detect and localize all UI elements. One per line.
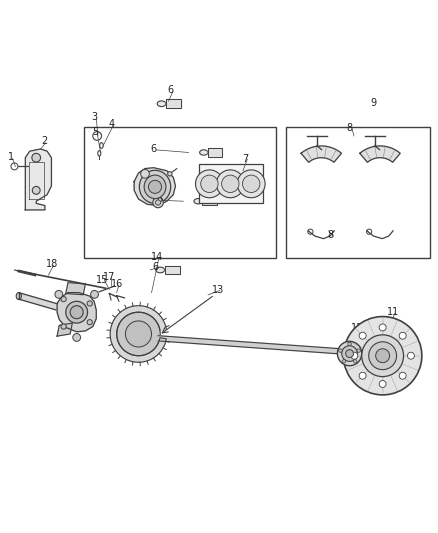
Circle shape xyxy=(353,360,357,363)
Circle shape xyxy=(61,296,66,302)
Circle shape xyxy=(359,372,366,379)
Circle shape xyxy=(32,154,41,162)
Text: 13: 13 xyxy=(212,285,224,295)
Text: 9: 9 xyxy=(371,98,377,108)
Polygon shape xyxy=(66,282,85,295)
Text: 15: 15 xyxy=(96,274,109,285)
Polygon shape xyxy=(360,146,400,163)
Ellipse shape xyxy=(144,175,166,199)
Circle shape xyxy=(153,197,163,208)
Circle shape xyxy=(66,301,88,323)
Circle shape xyxy=(222,175,239,192)
Circle shape xyxy=(91,290,99,298)
Circle shape xyxy=(359,332,366,339)
Ellipse shape xyxy=(200,150,208,155)
Ellipse shape xyxy=(16,293,21,300)
Circle shape xyxy=(362,335,403,377)
Circle shape xyxy=(369,342,396,370)
Circle shape xyxy=(125,321,152,347)
Text: 5: 5 xyxy=(92,127,98,138)
Circle shape xyxy=(237,170,265,198)
Circle shape xyxy=(55,290,63,298)
Circle shape xyxy=(379,381,386,387)
Circle shape xyxy=(351,352,358,359)
Text: 16: 16 xyxy=(111,279,123,289)
Circle shape xyxy=(148,180,162,193)
Ellipse shape xyxy=(157,101,166,107)
Text: 6: 6 xyxy=(156,194,162,204)
Circle shape xyxy=(337,341,362,366)
Circle shape xyxy=(87,320,92,325)
Text: 3: 3 xyxy=(91,112,97,122)
Polygon shape xyxy=(19,293,86,319)
Circle shape xyxy=(87,301,92,306)
Polygon shape xyxy=(57,323,72,336)
Polygon shape xyxy=(165,265,180,274)
Polygon shape xyxy=(301,146,342,163)
Ellipse shape xyxy=(156,267,165,273)
Polygon shape xyxy=(110,306,166,362)
Text: 11: 11 xyxy=(387,307,399,317)
Circle shape xyxy=(407,352,414,359)
Circle shape xyxy=(168,172,172,176)
Text: 1: 1 xyxy=(8,152,14,162)
Circle shape xyxy=(339,349,342,352)
Polygon shape xyxy=(57,293,96,332)
Text: 2: 2 xyxy=(41,136,47,146)
Circle shape xyxy=(32,187,40,194)
Text: 10: 10 xyxy=(401,371,413,381)
Circle shape xyxy=(73,334,81,341)
Text: 8: 8 xyxy=(346,123,353,133)
Circle shape xyxy=(342,360,346,363)
Polygon shape xyxy=(208,148,223,157)
Text: 17: 17 xyxy=(103,272,116,282)
Circle shape xyxy=(399,372,406,379)
Bar xyxy=(286,127,430,258)
Circle shape xyxy=(376,349,390,362)
Circle shape xyxy=(342,346,357,361)
Polygon shape xyxy=(158,336,341,354)
Polygon shape xyxy=(134,168,176,206)
Polygon shape xyxy=(202,197,217,205)
Circle shape xyxy=(357,349,360,352)
Circle shape xyxy=(343,317,422,395)
Text: 6: 6 xyxy=(167,85,173,95)
Text: 14: 14 xyxy=(151,252,163,262)
Circle shape xyxy=(399,332,406,339)
Circle shape xyxy=(243,175,260,192)
Circle shape xyxy=(379,324,386,331)
Circle shape xyxy=(155,200,161,205)
Ellipse shape xyxy=(139,171,171,204)
Circle shape xyxy=(195,170,223,198)
Circle shape xyxy=(201,175,218,192)
Text: 6: 6 xyxy=(151,144,157,154)
Text: 7: 7 xyxy=(242,154,248,164)
Bar xyxy=(84,127,276,258)
Circle shape xyxy=(61,324,66,329)
Text: 8: 8 xyxy=(327,230,333,240)
Text: 4: 4 xyxy=(109,119,115,129)
Circle shape xyxy=(348,342,351,346)
Text: 6: 6 xyxy=(152,262,159,271)
Text: 12: 12 xyxy=(351,324,364,333)
Ellipse shape xyxy=(194,198,202,204)
Circle shape xyxy=(141,169,149,178)
Circle shape xyxy=(117,312,160,356)
Bar xyxy=(199,164,262,204)
Circle shape xyxy=(346,350,353,358)
Polygon shape xyxy=(25,149,51,210)
Circle shape xyxy=(70,305,83,319)
Text: 18: 18 xyxy=(46,260,58,269)
Circle shape xyxy=(216,170,244,198)
Polygon shape xyxy=(166,99,181,108)
